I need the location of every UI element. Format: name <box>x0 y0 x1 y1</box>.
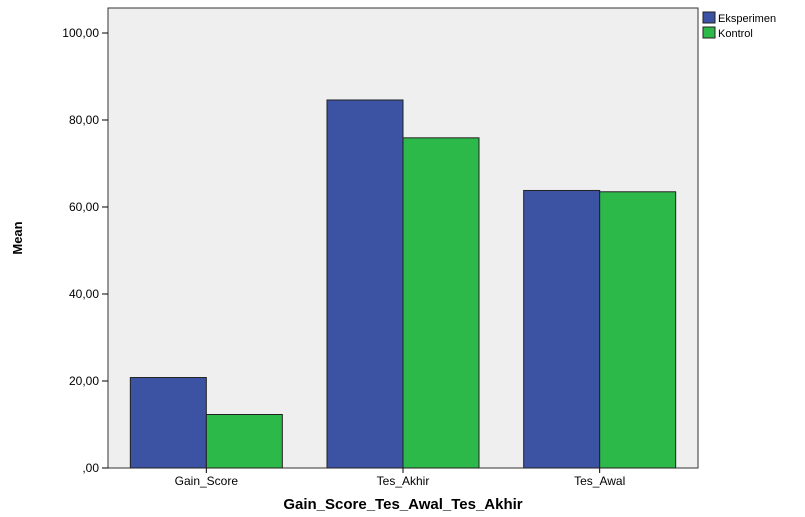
y-tick-label: 60,00 <box>69 200 99 214</box>
x-tick-label: Tes_Awal <box>574 474 625 488</box>
y-tick-label: 40,00 <box>69 287 99 301</box>
bar-eksperimen-tes-akhir <box>326 99 404 469</box>
legend-swatch <box>702 26 716 39</box>
x-tick-label: Gain_Score <box>175 474 239 488</box>
bar-kontrol-tes-awal <box>599 191 677 469</box>
x-tick-label: Tes_Akhir <box>377 474 430 488</box>
legend-label: Eksperimen <box>718 13 776 25</box>
y-axis-title: Mean <box>10 221 25 254</box>
x-axis-title: Gain_Score_Tes_Awal_Tes_Akhir <box>283 496 522 513</box>
bar-kontrol-tes-akhir <box>402 137 480 469</box>
y-tick-label: 20,00 <box>69 374 99 388</box>
legend: Eksperimen Kontrol <box>702 11 776 40</box>
bars <box>129 99 677 469</box>
bar-kontrol-gain-score <box>205 413 283 469</box>
bar-eksperimen-gain-score <box>129 377 207 469</box>
y-tick-label: ,00 <box>82 461 99 475</box>
x-axis: Gain_Score Tes_Akhir Tes_Awal <box>175 468 625 488</box>
y-tick-label: 80,00 <box>69 113 99 127</box>
legend-label: Kontrol <box>718 28 753 40</box>
bar-eksperimen-tes-awal <box>523 189 601 469</box>
legend-swatch <box>702 11 716 24</box>
y-tick-label: 100,00 <box>62 26 99 40</box>
y-axis: ,00 20,00 40,00 60,00 80,00 100,00 <box>62 26 108 475</box>
